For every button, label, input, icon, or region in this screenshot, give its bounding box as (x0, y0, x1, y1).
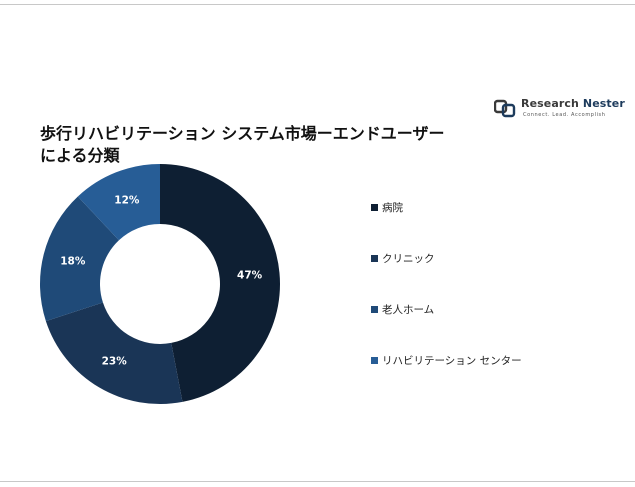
slice-label-clinic: 23% (102, 355, 128, 367)
chart-title-line-2: による分類 (40, 146, 120, 165)
legend-label-elderly-home: 老人ホーム (382, 304, 435, 316)
donut-slice-elderly-home (39, 196, 119, 322)
donut-slice-rehab-center (77, 164, 160, 241)
legend-label-rehab-center: リハビリテーション センター (382, 355, 522, 367)
donut-slice-hospital (160, 164, 281, 402)
logo-name-research: Research (521, 97, 579, 110)
legend-swatch-elderly-home (371, 306, 378, 313)
slice-label-rehab-center: 12% (114, 194, 140, 206)
legend-label-clinic: クリニック (382, 253, 435, 265)
legend-label-hospital: 病院 (382, 202, 403, 214)
logo-mark-icon (494, 99, 516, 118)
logo-tagline: Connect. Lead. Accomplish (523, 112, 606, 118)
legend-swatch-rehab-center (371, 357, 378, 364)
research-nester-logo: Research Nester Connect. Lead. Accomplis… (494, 97, 625, 123)
top-rule (0, 4, 635, 5)
slice-label-elderly-home: 18% (60, 256, 86, 268)
legend-swatch-hospital (371, 204, 378, 211)
donut-slice-clinic (45, 302, 183, 405)
bottom-rule (0, 481, 635, 482)
slice-label-hospital: 47% (237, 270, 263, 282)
legend-swatch-clinic (371, 255, 378, 262)
logo-name: Research Nester (521, 97, 625, 110)
chart-title: 歩行リハビリテーション システム市場ーエンドユーザー による分類 (40, 123, 490, 167)
chart-title-line-1: 歩行リハビリテーション システム市場ーエンドユーザー (40, 124, 445, 143)
logo-name-nester: Nester (582, 97, 625, 110)
